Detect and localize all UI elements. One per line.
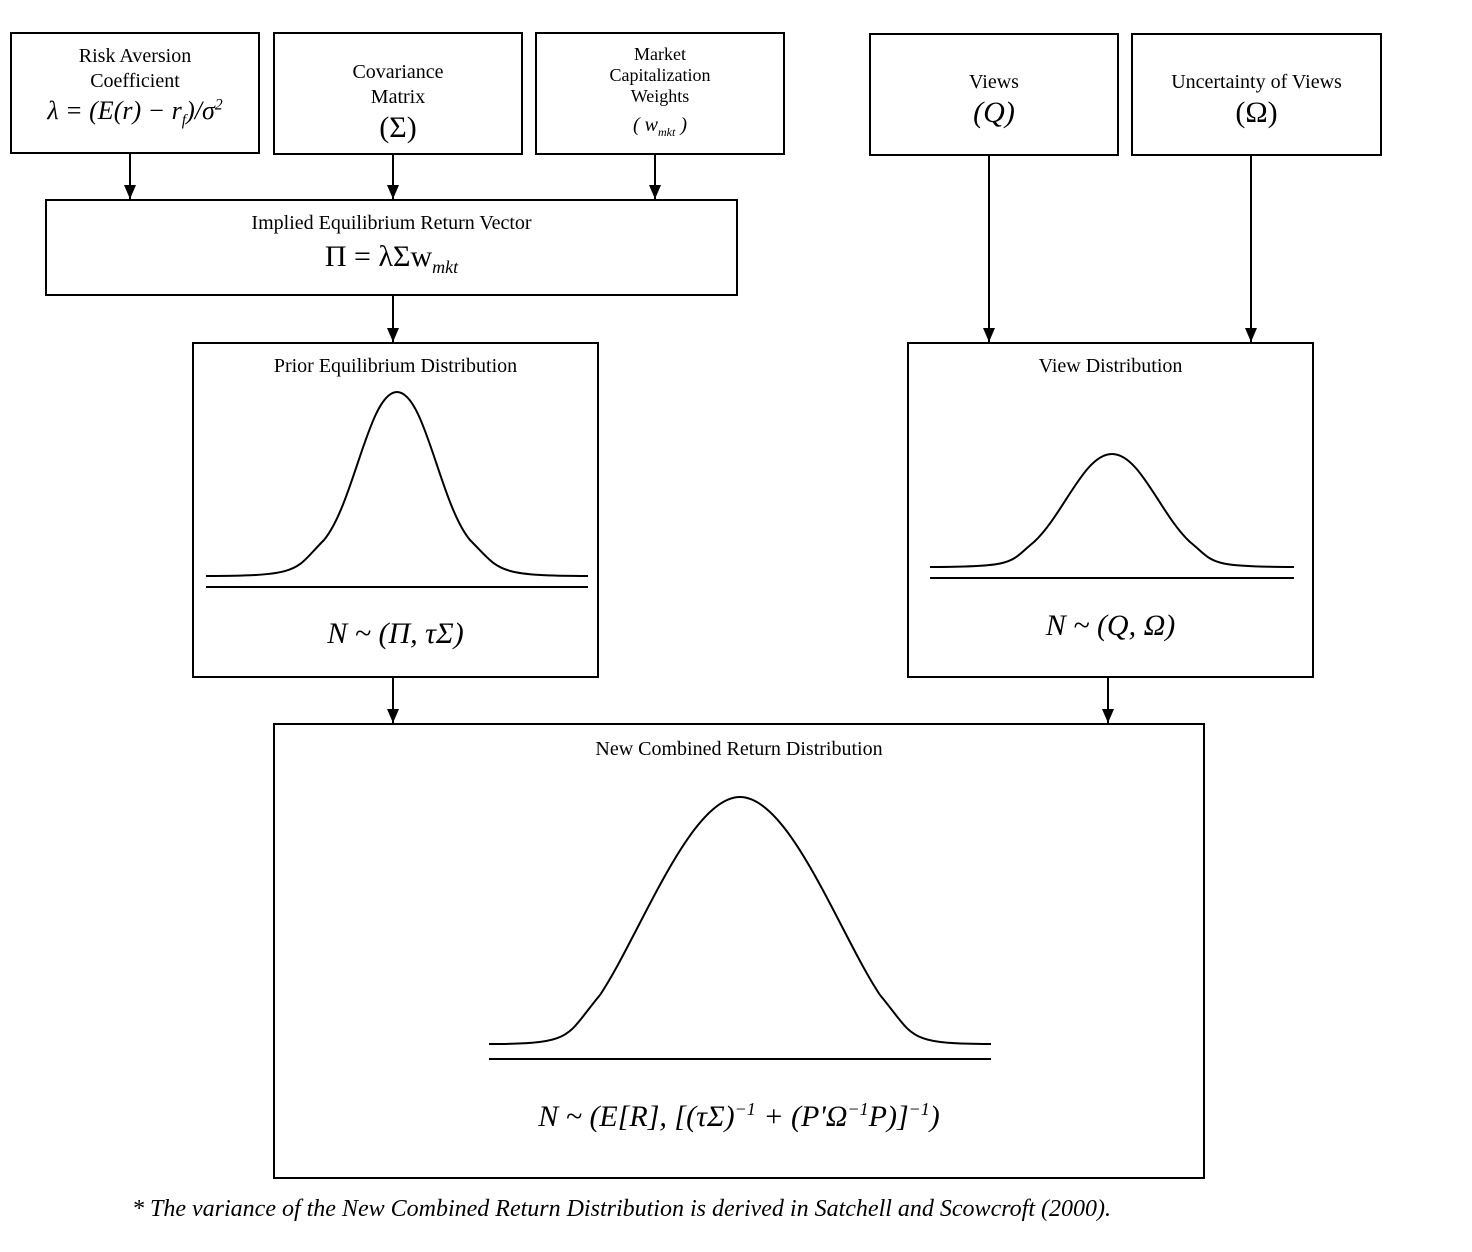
view-distribution-curve [929,452,1295,579]
risk-aversion-title-2: Coefficient [90,70,180,92]
market-cap-title-1: Market [634,44,686,64]
combined-distribution-box: New Combined Return Distribution N ~ (E[… [273,723,1205,1179]
arrowhead [387,709,399,723]
covariance-title-1: Covariance [352,61,444,83]
arrowhead [124,185,136,199]
prior-distribution-curve [205,390,589,588]
market-cap-title-2: Capitalization [609,65,711,85]
arrowhead [387,185,399,199]
risk-aversion-box: Risk Aversion Coefficient λ = (E(r) − rf… [10,32,260,154]
implied-equilibrium-title: Implied Equilibrium Return Vector [251,212,532,234]
combined-distribution-title: New Combined Return Distribution [595,738,883,760]
implied-equilibrium-formula: Π = λΣwmkt [324,240,459,277]
view-distribution-formula: N ~ (Q, Ω) [1045,609,1176,642]
market-cap-symbol: ( wmkt ) [633,114,687,139]
view-distribution-box: View Distribution N ~ (Q, Ω) [907,342,1314,678]
implied-equilibrium-box: Implied Equilibrium Return Vector Π = λΣ… [45,199,738,296]
market-cap-box: Market Capitalization Weights ( wmkt ) [535,32,785,155]
covariance-title-2: Matrix [370,86,426,108]
prior-distribution-formula: N ~ (Π, τΣ) [327,617,464,650]
uncertainty-title: Uncertainty of Views [1171,71,1342,93]
view-distribution-title: View Distribution [1038,355,1183,377]
prior-distribution-box: Prior Equilibrium Distribution N ~ (Π, τ… [192,342,599,678]
views-title: Views [969,71,1019,93]
covariance-box: Covariance Matrix (Σ) [273,32,523,155]
prior-distribution-title: Prior Equilibrium Distribution [273,355,518,377]
footnote: * The variance of the New Combined Retur… [132,1196,1111,1222]
arrowhead [983,328,995,342]
market-cap-title-3: Weights [630,86,690,106]
arrowhead [387,328,399,342]
views-box: Views (Q) [869,33,1119,156]
arrowhead [1102,709,1114,723]
uncertainty-symbol: (Ω) [1235,96,1278,129]
risk-aversion-title-1: Risk Aversion [78,45,192,67]
covariance-symbol: (Σ) [379,111,417,144]
arrowhead [649,185,661,199]
uncertainty-box: Uncertainty of Views (Ω) [1131,33,1382,156]
arrowhead [1245,328,1257,342]
combined-distribution-formula: N ~ (E[R], [(τΣ)−1 + (P'Ω−1P)]−1) [538,1099,940,1133]
combined-distribution-curve [488,795,992,1060]
risk-aversion-formula: λ = (E(r) − rf)/σ2 [47,96,223,130]
views-symbol: (Q) [973,96,1015,129]
